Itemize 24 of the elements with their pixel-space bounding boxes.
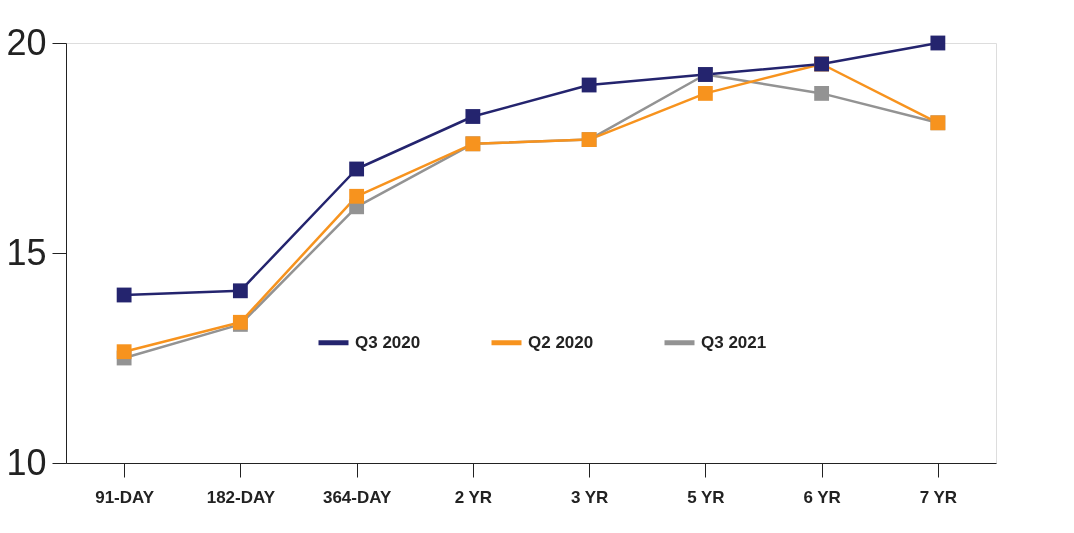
- x-tick-label: 6 YR: [803, 487, 841, 507]
- point: [232, 283, 248, 299]
- y-tick-label: 15: [6, 231, 47, 273]
- y-tick-label: 10: [6, 441, 47, 483]
- x-tick-label: 182-DAY: [206, 487, 276, 507]
- x-tick-label: 2 YR: [454, 487, 493, 507]
- point: [581, 77, 597, 93]
- legend-label: Q2 2020: [528, 332, 594, 352]
- point: [814, 85, 830, 101]
- x-tick-label: 7 YR: [919, 487, 958, 507]
- point: [465, 109, 481, 124]
- x-tick-label: 5 YR: [687, 487, 725, 507]
- point: [349, 188, 365, 204]
- point: [930, 35, 946, 51]
- legend-label: Q3 2020: [355, 332, 421, 352]
- x-tick-label: 364-DAY: [322, 487, 392, 507]
- point: [116, 287, 132, 303]
- point: [349, 161, 365, 177]
- y-tick-label: 20: [6, 21, 47, 63]
- x-tick-label: 91-DAY: [95, 487, 155, 507]
- legend-label: Q3 2021: [701, 332, 767, 352]
- x-tick-label: 3 YR: [570, 487, 609, 507]
- point: [697, 85, 713, 101]
- point: [116, 344, 132, 360]
